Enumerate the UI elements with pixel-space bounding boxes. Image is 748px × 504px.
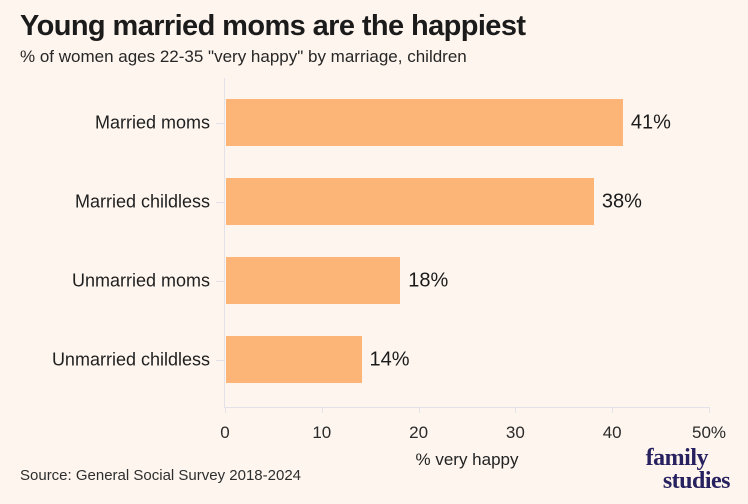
category-label: Unmarried childless xyxy=(51,349,210,369)
x-tick-label: 30 xyxy=(505,423,525,442)
x-axis-label: % very happy xyxy=(415,450,519,469)
y-axis-line xyxy=(224,78,225,408)
x-tick-label: 10 xyxy=(312,423,332,442)
y-tick-mark xyxy=(216,122,224,124)
value-label: 38% xyxy=(601,190,642,212)
x-tick-label: 50% xyxy=(691,423,727,442)
bar xyxy=(226,257,401,304)
bar xyxy=(226,178,594,225)
logo-line-studies: studies xyxy=(662,468,731,494)
x-tick-mark xyxy=(321,407,323,413)
y-tick-mark xyxy=(216,359,224,361)
category-label: Married childless xyxy=(74,191,210,211)
source-note: Source: General Social Survey 2018-2024 xyxy=(20,467,302,484)
bar xyxy=(226,99,623,146)
bar xyxy=(226,336,362,383)
x-tick-label: 20 xyxy=(409,423,429,442)
value-label: 14% xyxy=(369,348,410,370)
logo-line-family: family xyxy=(645,445,709,471)
category-label: Married moms xyxy=(94,112,210,132)
x-tick-mark xyxy=(709,407,710,413)
y-tick-mark xyxy=(216,280,224,282)
x-tick-label: 0 xyxy=(220,423,230,442)
chart-subtitle: % of women ages 22-35 "very happy" by ma… xyxy=(20,47,467,66)
chart-title: Young married moms are the happiest xyxy=(20,10,526,42)
x-tick-mark xyxy=(418,407,420,413)
x-tick-mark xyxy=(612,407,614,413)
x-tick-mark xyxy=(225,407,226,413)
value-label: 18% xyxy=(408,269,449,291)
value-label: 41% xyxy=(630,111,671,133)
x-tick-label: 40 xyxy=(602,423,622,442)
x-tick-mark xyxy=(515,407,517,413)
brand-logo: family studies xyxy=(645,445,731,494)
x-axis-line xyxy=(224,407,710,408)
y-tick-mark xyxy=(216,201,224,203)
category-label: Unmarried moms xyxy=(71,270,210,290)
